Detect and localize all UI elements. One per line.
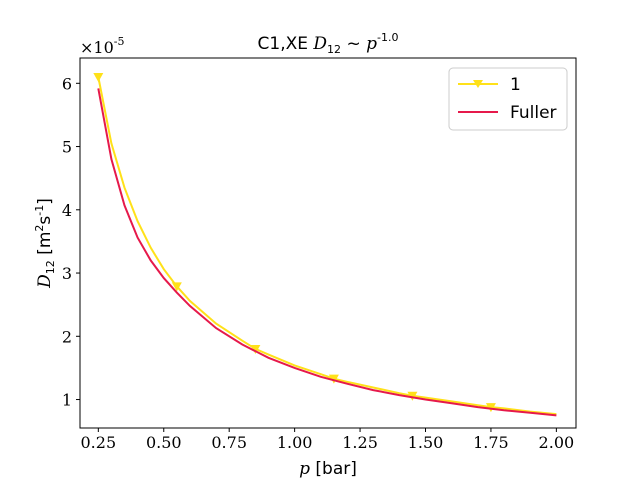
y-tick-label: 6 — [62, 74, 72, 93]
legend-label-series-1: 1 — [510, 75, 521, 95]
series-layer — [93, 72, 557, 417]
plot-frame — [79, 57, 577, 429]
xlabel-symbol: p — [299, 459, 310, 479]
offset-base: ×10 — [80, 38, 114, 57]
title-symbol: D — [312, 34, 327, 54]
title-relation: ~ — [341, 34, 366, 54]
x-tick-label: 1.00 — [277, 433, 313, 452]
ylabel-unit-mid: s — [35, 216, 55, 225]
x-tick-label: 1.25 — [342, 433, 378, 452]
title-prefix: C1,XE — [258, 34, 314, 54]
title-base: p — [366, 34, 377, 54]
ylabel-unit-close: ] — [35, 198, 55, 205]
title-exponent: -1.0 — [377, 31, 398, 44]
series-line-1 — [97, 76, 557, 416]
y-axis-label: D12 [m2s-1] — [33, 198, 57, 289]
x-tick-label: 0.75 — [211, 433, 247, 452]
series-marker — [407, 391, 418, 401]
legend-marker-series-1 — [473, 80, 483, 88]
series-marker — [485, 403, 496, 413]
legend-label-series-2: Fuller — [510, 103, 557, 123]
x-tick-label: 1.50 — [408, 433, 444, 452]
x-tick-label: 2.00 — [539, 433, 575, 452]
ylabel-unit-open: [m — [35, 232, 55, 261]
series-marker — [328, 374, 339, 384]
y-tick-label: 4 — [62, 201, 72, 220]
y-offset-text: ×10-5 — [80, 35, 124, 57]
offset-exponent: -5 — [114, 35, 125, 48]
y-axis-ticks: 1 2 3 4 5 6 — [62, 74, 80, 410]
series-marker — [171, 282, 182, 292]
series-line-2 — [97, 88, 557, 417]
legend: 1 Fuller — [448, 67, 568, 131]
title-symbol-sub: 12 — [327, 43, 341, 56]
ylabel-symbol: D — [35, 274, 55, 289]
ylabel-unit-sup2: -1 — [33, 205, 46, 216]
x-tick-label: 1.75 — [473, 433, 509, 452]
ylabel-unit-sup1: 2 — [33, 225, 46, 232]
ylabel-symbol-sub: 12 — [44, 260, 57, 274]
xlabel-unit: [bar] — [310, 459, 357, 479]
chart-title: C1,XE D12 ~ p-1.0 — [258, 31, 399, 56]
x-tick-label: 0.25 — [81, 433, 117, 452]
y-tick-label: 2 — [62, 327, 72, 346]
x-axis-label: p [bar] — [299, 459, 357, 479]
x-tick-label: 0.50 — [146, 433, 182, 452]
series-marker — [250, 344, 261, 354]
series-marker — [93, 72, 104, 82]
y-tick-label: 5 — [62, 138, 72, 157]
x-axis-ticks: 0.25 0.50 0.75 1.00 1.25 1.50 1.75 2.00 — [81, 428, 575, 452]
y-tick-label: 3 — [62, 264, 72, 283]
y-tick-label: 1 — [62, 391, 72, 410]
